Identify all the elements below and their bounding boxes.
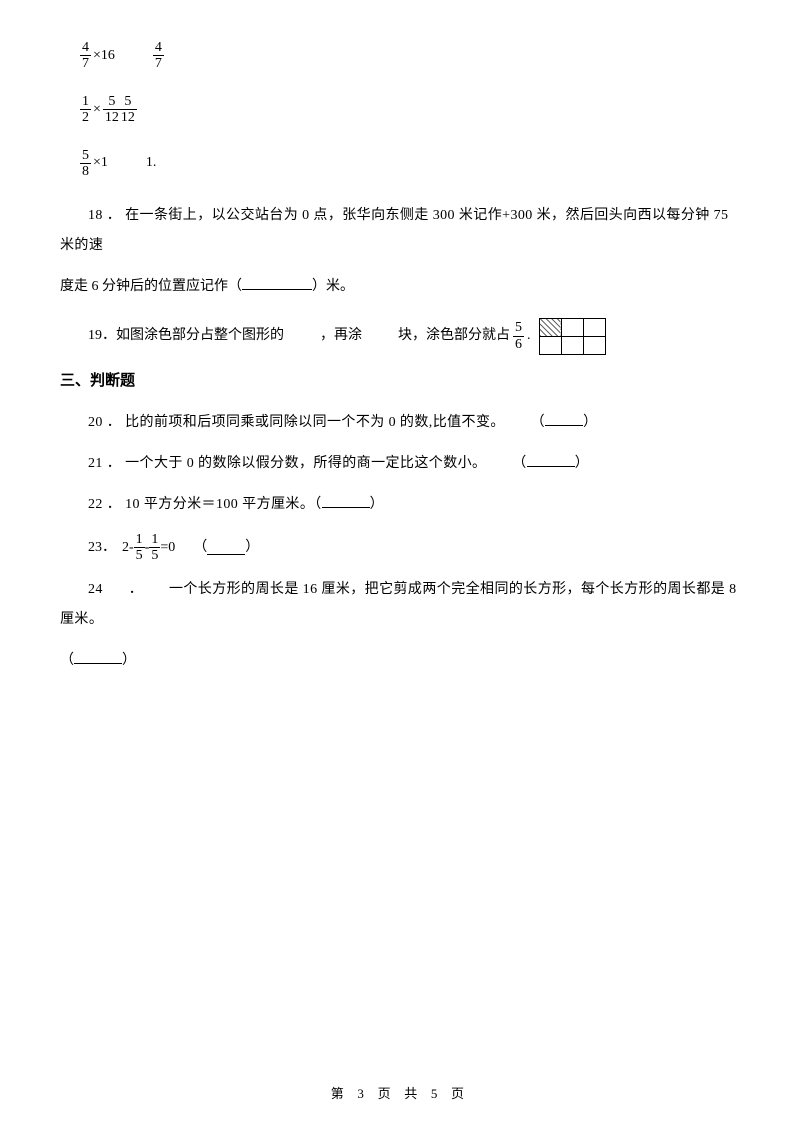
q23-fraction-2: 1 5 <box>149 532 160 564</box>
op-a1: ×16 <box>93 48 115 64</box>
grid-cell <box>583 318 605 336</box>
q23-tail: =0 <box>160 533 175 562</box>
q18-num: 18 <box>88 208 103 223</box>
question-23: 23 ． 2- 1 5 - 1 5 =0 （） <box>88 532 740 564</box>
fraction-b3: 5 12 <box>119 94 137 126</box>
q18-dot: ． <box>107 208 121 223</box>
question-18-line2: 度走 6 分钟后的位置应记作（ ）米。 <box>60 272 740 301</box>
fraction-a1: 4 7 <box>80 40 91 72</box>
q23-paren-r: ） <box>245 533 259 562</box>
q18-text-b: 度走 6 分钟后的位置应记作（ <box>60 279 242 294</box>
expr-row-c: 5 8 ×1 1. <box>80 148 740 180</box>
grid-cell-shaded <box>539 318 561 336</box>
q24-paren-l: （ <box>60 653 74 668</box>
question-20: 20 ． 比的前项和后项同乘或同除以同一个不为 0 的数,比值不变。 （ ） <box>60 408 740 437</box>
q21-dot: ． <box>107 456 121 471</box>
q21-paren-r: ） <box>575 456 589 471</box>
q23-fraction-1: 1 5 <box>134 532 145 564</box>
fraction-b1: 1 2 <box>80 94 91 126</box>
q18-text-a: 在一条街上，以公交站台为 0 点，张华向东侧走 300 米记作+300 米，然后… <box>60 208 728 252</box>
page-content: 4 7 ×16 4 7 1 2 × 5 12 5 12 5 8 ×1 1. <box>0 0 800 676</box>
question-21: 21 ． 一个大于 0 的数除以假分数，所得的商一定比这个数小。 （ ） <box>60 449 740 478</box>
q24-paren-r: ） <box>122 653 136 668</box>
fraction-a2: 4 7 <box>153 40 164 72</box>
q23-blank <box>207 541 245 555</box>
expr-row-a: 4 7 ×16 4 7 <box>80 40 740 72</box>
q23-paren-l: （ <box>193 533 207 562</box>
grid-cell <box>561 336 583 354</box>
question-19: 19 ． 如图涂色部分占整个图形的 ，再涂 块，涂色部分就占 5 6 . <box>88 318 740 355</box>
fraction-c1: 5 8 <box>80 148 91 180</box>
q20-paren-r: ） <box>583 415 597 430</box>
q18-text-c: ）米。 <box>312 279 354 294</box>
q20-paren-l: （ <box>531 415 545 430</box>
q20-text: 比的前项和后项同乘或同除以同一个不为 0 的数,比值不变。 <box>125 415 505 430</box>
q24-blank <box>74 650 122 664</box>
q21-blank <box>527 453 575 467</box>
expr-row-b: 1 2 × 5 12 5 12 <box>80 94 740 126</box>
question-24-line2: （） <box>60 646 740 675</box>
q19-num: 19 <box>88 321 102 350</box>
q23-lead: 2- <box>122 533 134 562</box>
grid-cell <box>583 336 605 354</box>
q21-num: 21 <box>88 456 103 471</box>
q19-t1: 如图涂色部分占整个图形的 <box>116 321 284 350</box>
q22-blank <box>322 494 370 508</box>
q23-dot: ． <box>102 533 116 562</box>
q24-num: 24 <box>88 582 103 597</box>
q23-num: 23 <box>88 533 102 562</box>
expr-c-tail: 1. <box>146 155 157 171</box>
op-b1: × <box>93 102 101 118</box>
question-18: 18 ． 在一条街上，以公交站台为 0 点，张华向东侧走 300 米记作+300… <box>60 201 740 260</box>
section-title: 三、判断题 <box>60 369 740 390</box>
grid-figure <box>539 318 606 355</box>
q19-t4: . <box>527 321 531 350</box>
q21-paren-l: （ <box>512 456 526 471</box>
op-c1: ×1 <box>93 155 108 171</box>
q20-dot: ． <box>107 415 121 430</box>
question-22: 22 ． 10 平方分米＝100 平方厘米。（ ） <box>60 490 740 519</box>
q24-text: 一个长方形的周长是 16 厘米，把它剪成两个完全相同的长方形，每个长方形的周长都… <box>60 582 737 626</box>
q19-t3: 块，涂色部分就占 <box>398 321 510 350</box>
q20-blank <box>545 412 583 426</box>
q21-text: 一个大于 0 的数除以假分数，所得的商一定比这个数小。 <box>125 456 486 471</box>
q19-dot: ． <box>102 321 116 350</box>
q20-num: 20 <box>88 415 103 430</box>
grid-cell <box>539 336 561 354</box>
q22-dot: ． <box>107 497 121 512</box>
q19-fraction: 5 6 <box>513 320 524 352</box>
q22-paren-r: ） <box>370 497 384 512</box>
q24-dot: ． <box>129 582 143 597</box>
q19-t2: ，再涂 <box>320 321 362 350</box>
q18-blank <box>242 276 312 290</box>
q22-num: 22 <box>88 497 103 512</box>
question-24: 24 ． 一个长方形的周长是 16 厘米，把它剪成两个完全相同的长方形，每个长方… <box>60 575 740 634</box>
page-footer: 第 3 页 共 5 页 <box>0 1083 800 1102</box>
q22-text: 10 平方分米＝100 平方厘米。（ <box>125 497 322 512</box>
grid-cell <box>561 318 583 336</box>
